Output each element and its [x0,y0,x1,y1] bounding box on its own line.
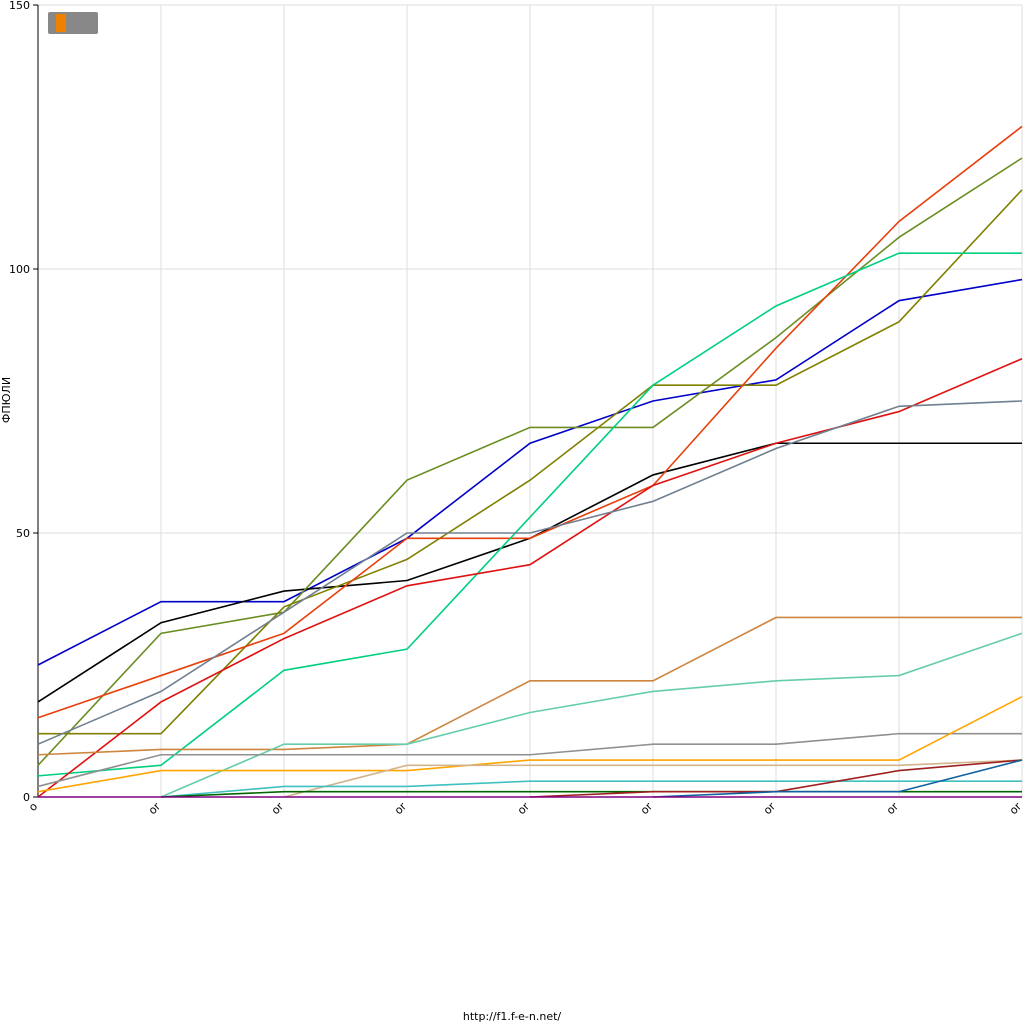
y-tick-label: 150 [9,0,30,12]
y-axis-label: ФПЮЛИ [0,377,13,423]
footer: http://f1.f-e-n.net/ [463,1010,562,1023]
x-tick-label: or [269,800,286,817]
series-line [37,695,1023,793]
x-tick-label: or [884,800,901,817]
x-tick-label: or [1007,800,1024,817]
series-line [37,616,1022,756]
series-line [283,759,1023,798]
x-tick-label: or [146,800,163,817]
x-tick-label: or [515,800,532,817]
y-tick-label: 50 [16,527,30,540]
series-line [37,252,1022,777]
series-line [37,400,1023,745]
series-line [160,780,1022,798]
logo [48,12,98,34]
series-line [652,759,1023,798]
series-line [160,632,1023,798]
series-line [37,732,1022,788]
series-line [37,125,1023,719]
y-tick-label: 0 [23,791,30,804]
series-line [37,278,1023,666]
x-tick-label: or [761,800,778,817]
x-tick-label: or [392,800,409,817]
series-line [38,189,1023,735]
series-line [37,358,1023,798]
y-tick-label: 100 [9,263,30,276]
x-tick-label: or [638,800,655,817]
